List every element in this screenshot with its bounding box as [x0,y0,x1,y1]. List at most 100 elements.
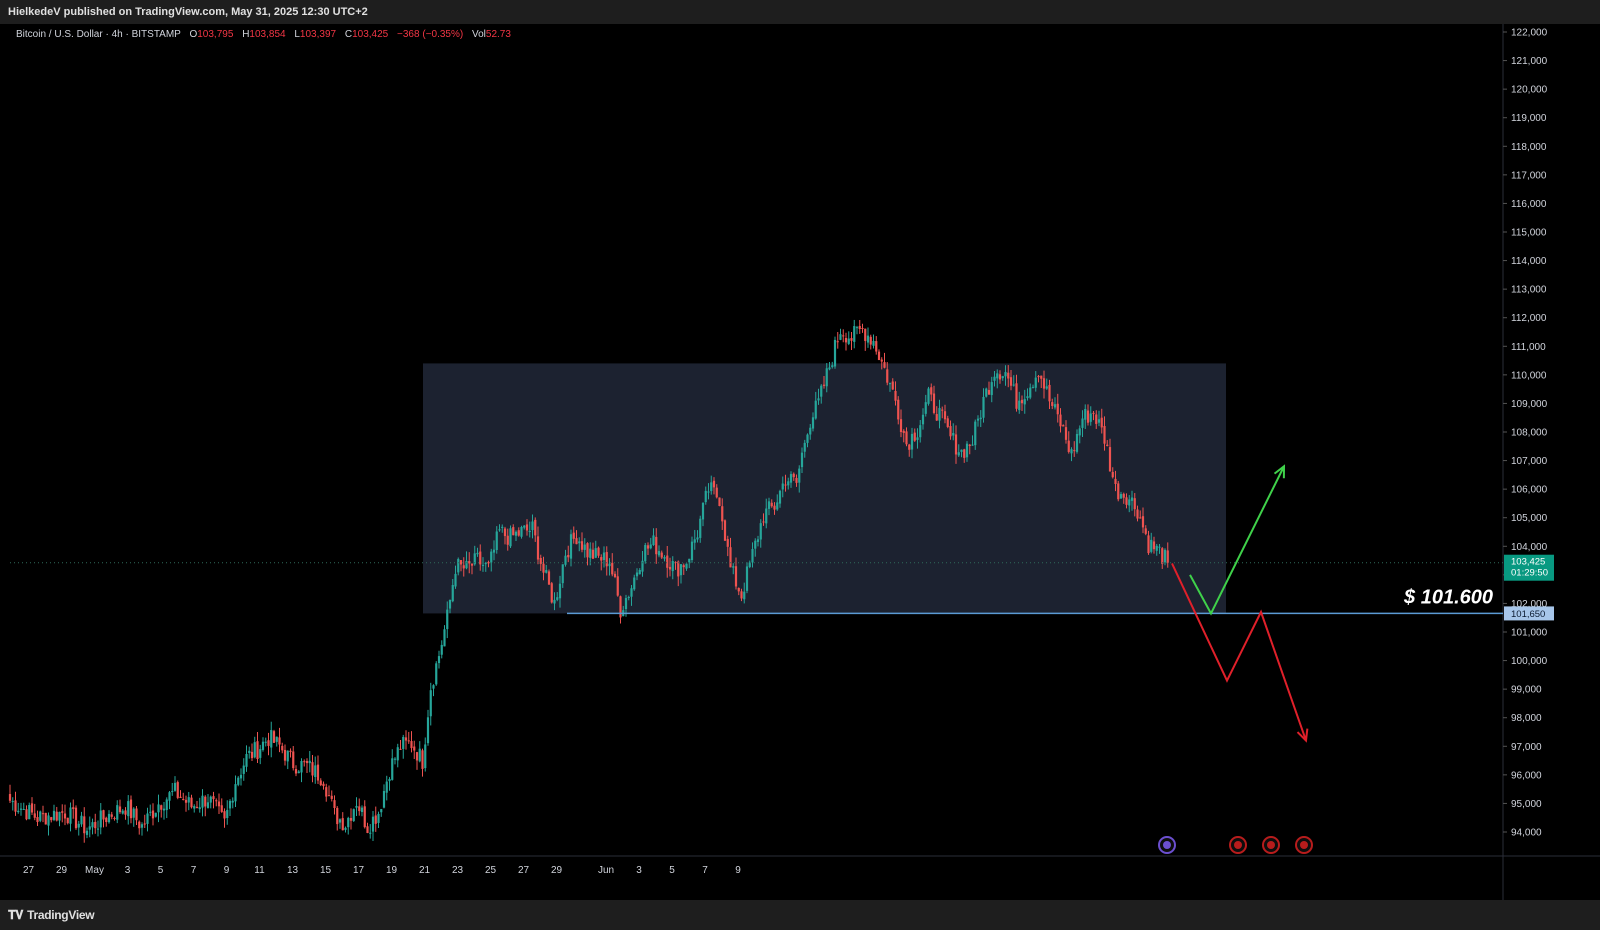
candle-body [721,506,724,522]
candle-body [638,570,641,575]
candle-body [1152,541,1156,550]
candle-body [514,531,518,536]
tradingview-brand: TradingView [27,908,95,922]
candle-body [355,805,358,808]
candle-body [63,813,67,819]
candle-body [905,431,908,445]
candle-body [239,774,243,779]
candle-body [1040,375,1043,379]
candle-body [726,539,729,547]
candle-body [963,449,966,458]
candle-body [55,811,58,821]
candle-body [506,535,509,545]
tradingview-logo[interactable]: 𝐓𝐕 TradingView [8,908,95,923]
candle-body [349,817,353,821]
candle-body [1073,450,1076,452]
candle-body [712,480,716,488]
candle-body [492,549,496,553]
legend-open: 103,795 [197,29,234,40]
candle-body [308,760,311,764]
candle-body [1133,498,1136,510]
candle-body [454,573,457,587]
candle-body [743,591,746,600]
candle-body [25,809,28,820]
bearish-scenario-arrow [1171,563,1307,741]
candle-body [250,751,254,759]
candle-body [380,809,383,813]
candle-body [740,591,743,599]
candle-body [696,537,699,540]
candle-body [465,561,468,569]
candle-body [539,557,542,564]
candle-body [759,523,762,540]
candle-body [809,427,812,435]
candle-body [1166,550,1169,563]
candle-body [1029,387,1032,398]
support-price-tag [1504,606,1554,621]
candle-body [635,572,639,577]
price-tick-label: 96,000 [1511,770,1542,781]
candle-body [913,432,916,441]
candle-body [366,826,369,833]
candle-body [193,806,196,809]
candle-body [19,808,23,810]
candle-body [338,819,342,823]
time-tick-label: 13 [287,865,299,876]
candle-body [630,588,633,597]
candle-body [347,817,350,828]
candle-body [693,539,696,543]
candle-body [278,737,281,745]
publish-header: HielkedeV published on TradingView.com, … [0,0,1600,24]
price-tick-label: 105,000 [1511,513,1548,524]
candle-body [663,557,666,559]
candle-body [996,373,999,379]
candle-body [503,528,507,537]
candle-body [850,338,853,341]
price-tick-label: 116,000 [1511,199,1547,210]
last-price-timer: 01:29:50 [1511,568,1548,579]
time-tick-label: 3 [636,865,642,876]
candle-body [322,783,325,787]
candle-body [655,536,658,555]
candle-body [734,566,738,587]
candle-body [58,811,61,821]
candle-body [107,813,111,823]
candle-body [160,805,163,810]
candle-body [935,414,938,421]
candle-body [352,809,355,821]
candle-body [74,807,78,829]
candle-body [773,505,776,510]
legend-high-label: H [242,29,250,40]
candle-body [1086,410,1090,423]
legend-low: 103,397 [299,29,337,40]
price-chart[interactable]: $ 101.600 94,000 95,000 96,000 97,000 98,000 9… [0,24,1600,900]
candle-body [1097,419,1101,423]
candle-body [333,800,336,808]
candle-body [421,750,424,769]
candle-body [281,745,284,751]
candle-body [1163,549,1167,563]
candle-body [413,746,416,751]
candle-body [646,545,650,549]
candle-body [1117,483,1120,500]
candle-body [283,749,287,761]
candle-body [523,525,526,528]
candle-body [858,325,861,330]
candle-body [1012,384,1015,386]
candle-body [91,822,94,828]
candle-body [168,792,171,801]
price-tick-label: 98,000 [1511,713,1542,724]
candle-body [1018,400,1021,411]
candle-body [435,663,438,685]
candle-body [597,547,600,556]
publish-text: HielkedeV published on TradingView.com, … [8,6,368,18]
candle-body [429,690,432,717]
candle-body [286,750,289,762]
candle-body [512,527,515,536]
candle-body [132,808,135,818]
candle-body [941,409,944,411]
candle-body [1004,372,1007,377]
legend-high: 103,854 [249,29,286,40]
candle-body [583,544,586,550]
candle-body [228,800,232,809]
